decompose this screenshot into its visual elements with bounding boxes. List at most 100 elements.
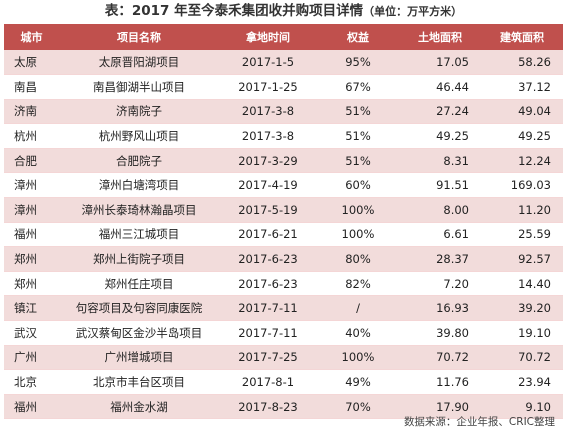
cell-floor-area: 70.72 (481, 345, 563, 370)
table-row: 北京 北京市丰台区项目 2017-8-1 49% 11.76 23.94 (4, 369, 563, 395)
cell-equity: 82% (317, 271, 399, 296)
data-source-note: 数据来源：企业年报、CRIC整理 (403, 416, 555, 428)
cell-date: 2017-6-21 (219, 222, 317, 247)
cell-project: 句容项目及句容同康医院 (59, 295, 219, 321)
cell-project: 漳州长泰琦林瀚晶项目 (59, 197, 219, 223)
cell-city: 南昌 (4, 74, 59, 100)
cell-equity: 51% (317, 123, 399, 149)
acquisition-table: 城市 项目名称 拿地时间 权益 土地面积 建筑面积 太原 太原晋阳湖项目 2017-… (4, 24, 563, 419)
cell-land-area: 6.61 (399, 222, 481, 247)
cell-project: 合肥院子 (59, 148, 219, 173)
cell-date: 2017-1-25 (219, 74, 317, 100)
cell-equity: 51% (317, 99, 399, 124)
table-row: 合肥 合肥院子 2017-3-29 51% 8.31 12.24 (4, 148, 563, 173)
cell-floor-area: 49.25 (481, 123, 563, 149)
cell-floor-area: 169.03 (481, 172, 563, 198)
cell-floor-area: 23.94 (481, 369, 563, 395)
cell-equity: 100% (317, 197, 399, 223)
cell-equity: 100% (317, 345, 399, 370)
cell-date: 2017-7-11 (219, 295, 317, 321)
cell-project: 南昌御湖半山项目 (59, 74, 219, 100)
cell-project: 郑州上街院子项目 (59, 246, 219, 272)
cell-land-area: 28.37 (399, 246, 481, 272)
cell-city: 广州 (4, 345, 59, 370)
cell-project: 福州三江城项目 (59, 222, 219, 247)
cell-date: 2017-6-23 (219, 246, 317, 272)
header-project: 项目名称 (59, 24, 219, 50)
cell-equity: 49% (317, 369, 399, 395)
table-row: 福州 福州金水湖 2017-8-23 70% 17.90 9.10 (4, 394, 563, 419)
header-city: 城市 (4, 24, 59, 50)
cell-land-area: 16.93 (399, 295, 481, 321)
cell-date: 2017-6-23 (219, 271, 317, 296)
table-row: 郑州 郑州任庄项目 2017-6-23 82% 7.20 14.40 (4, 271, 563, 296)
cell-equity: / (317, 295, 399, 321)
table-row: 杭州 杭州野风山项目 2017-3-8 51% 49.25 49.25 (4, 123, 563, 149)
cell-floor-area: 39.20 (481, 295, 563, 321)
table-row: 济南 济南院子 2017-3-8 51% 27.24 49.04 (4, 99, 563, 124)
table-header-row: 城市 项目名称 拿地时间 权益 土地面积 建筑面积 (4, 24, 563, 50)
cell-floor-area: 25.59 (481, 222, 563, 247)
table-row: 广州 广州增城项目 2017-7-25 100% 70.72 70.72 (4, 345, 563, 370)
cell-floor-area: 12.24 (481, 148, 563, 173)
cell-land-area: 39.80 (399, 320, 481, 346)
cell-floor-area: 37.12 (481, 74, 563, 100)
cell-land-area: 49.25 (399, 123, 481, 149)
header-floor-area: 建筑面积 (481, 24, 563, 50)
cell-city: 济南 (4, 99, 59, 124)
cell-project: 济南院子 (59, 99, 219, 124)
table-title: 表：2017 年至今泰禾集团收并购项目详情（单位：万平方米） (0, 0, 567, 24)
cell-floor-area: 14.40 (481, 271, 563, 296)
cell-project: 广州增城项目 (59, 345, 219, 370)
table-row: 镇江 句容项目及句容同康医院 2017-7-11/16.93 39.20 (4, 295, 563, 321)
cell-city: 杭州 (4, 123, 59, 149)
table-row: 漳州 漳州长泰琦林瀚晶项目 2017-5-19 100% 8.00 11.20 (4, 197, 563, 223)
cell-project: 北京市丰台区项目 (59, 369, 219, 395)
cell-floor-area: 49.04 (481, 99, 563, 124)
cell-city: 福州 (4, 394, 59, 419)
cell-equity: 95% (317, 50, 399, 75)
cell-project: 福州金水湖 (59, 394, 219, 419)
cell-city: 漳州 (4, 172, 59, 198)
cell-city: 漳州 (4, 197, 59, 223)
table-row: 南昌 南昌御湖半山项目 2017-1-25 67% 46.44 37.12 (4, 74, 563, 100)
cell-date: 2017-7-25 (219, 345, 317, 370)
cell-date: 2017-1-5 (219, 50, 317, 75)
cell-city: 北京 (4, 369, 59, 395)
table-body: 太原 太原晋阳湖项目 2017-1-5 95% 17.05 58.26 南昌 南昌御湖半山项目… (4, 50, 563, 419)
cell-city: 太原 (4, 50, 59, 75)
cell-date: 2017-5-19 (219, 197, 317, 223)
cell-city: 镇江 (4, 295, 59, 321)
cell-floor-area: 92.57 (481, 246, 563, 272)
title-main: 表：2017 年至今泰禾集团收并购项目详情 (104, 3, 364, 19)
cell-equity: 80% (317, 246, 399, 272)
table-row: 福州 福州三江城项目 2017-6-21 100% 6.61 25.59 (4, 222, 563, 247)
header-land-area: 土地面积 (399, 24, 481, 50)
cell-city: 武汉 (4, 320, 59, 346)
table-row: 漳州 漳州白塘湾项目 2017-4-19 60% 91.51 169.03 (4, 172, 563, 198)
cell-land-area: 17.05 (399, 50, 481, 75)
cell-land-area: 70.72 (399, 345, 481, 370)
cell-date: 2017-3-8 (219, 123, 317, 149)
cell-date: 2017-4-19 (219, 172, 317, 198)
cell-floor-area: 19.10 (481, 320, 563, 346)
cell-date: 2017-8-1 (219, 369, 317, 395)
cell-city: 福州 (4, 222, 59, 247)
table-row: 太原 太原晋阳湖项目 2017-1-5 95% 17.05 58.26 (4, 50, 563, 75)
cell-land-area: 8.31 (399, 148, 481, 173)
cell-land-area: 91.51 (399, 172, 481, 198)
cell-city: 郑州 (4, 271, 59, 296)
cell-project: 太原晋阳湖项目 (59, 50, 219, 75)
table-row: 武汉 武汉蔡甸区金沙半岛项目 2017-7-11 40% 39.80 19.10 (4, 320, 563, 346)
cell-project: 郑州任庄项目 (59, 271, 219, 296)
cell-date: 2017-3-29 (219, 148, 317, 173)
cell-floor-area: 58.26 (481, 50, 563, 75)
cell-project: 武汉蔡甸区金沙半岛项目 (59, 320, 219, 346)
cell-floor-area: 9.10 (481, 394, 563, 419)
header-equity: 权益 (317, 24, 399, 50)
cell-date: 2017-7-11 (219, 320, 317, 346)
cell-date: 2017-3-8 (219, 99, 317, 124)
cell-equity: 67% (317, 74, 399, 100)
cell-land-area: 17.90 (399, 394, 481, 419)
cell-floor-area: 11.20 (481, 197, 563, 223)
